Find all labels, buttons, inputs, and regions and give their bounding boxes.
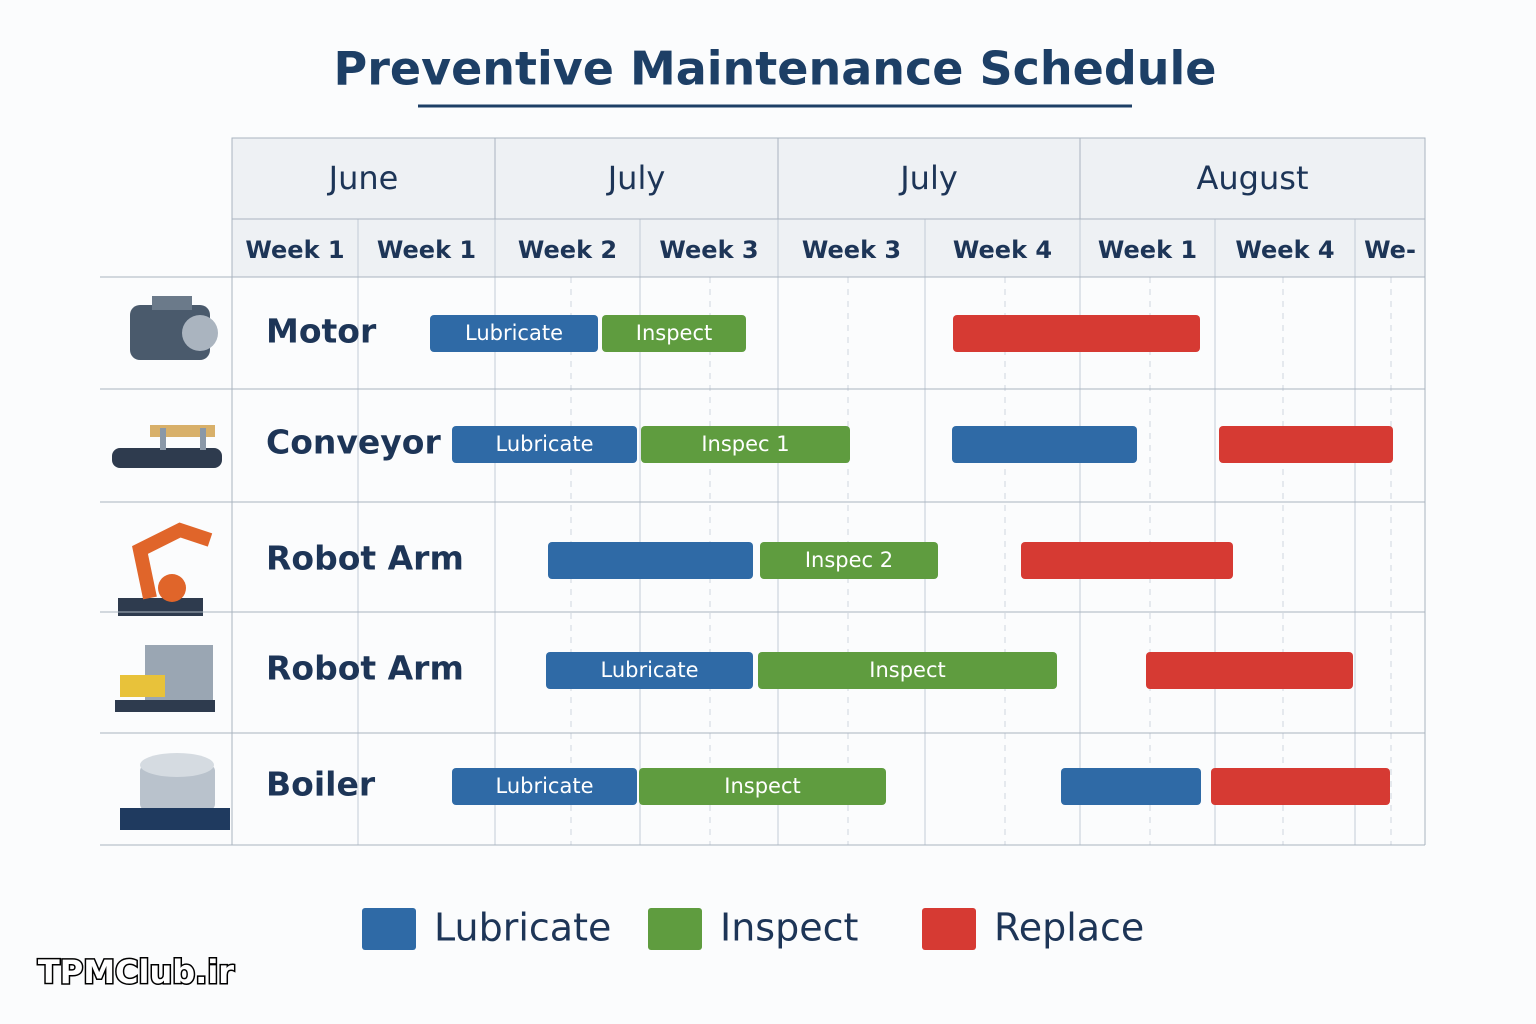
task-bar [452, 768, 637, 805]
bar-label: Inspect [636, 321, 712, 345]
month-label: July [606, 159, 666, 197]
week-label: Week 2 [518, 236, 617, 264]
header-bg [231, 137, 1426, 278]
week-label: Week 1 [1098, 236, 1197, 264]
week-label: Week 4 [953, 236, 1052, 264]
equipment-label: Robot Arm [266, 539, 464, 578]
bar-label: Lubricate [465, 321, 563, 345]
bar-label: Inspect [724, 774, 800, 798]
task-bar [1021, 542, 1233, 579]
task-bar [1061, 768, 1201, 805]
task-bar [641, 426, 850, 463]
task-bar [546, 652, 753, 689]
week-label: Week 3 [802, 236, 901, 264]
equipment-label: Conveyor [266, 423, 441, 462]
week-label: Week 3 [659, 236, 758, 264]
task-bar [602, 315, 746, 352]
task-bar [452, 426, 637, 463]
equipment-label: Boiler [266, 765, 376, 804]
task-bar [953, 315, 1200, 352]
legend-label: Inspect [720, 906, 858, 950]
bar-label: Inspect [869, 658, 945, 682]
week-label: We- [1364, 236, 1416, 264]
equipment-label: Motor [266, 312, 377, 351]
title: Preventive Maintenance Schedule [333, 42, 1216, 96]
motor-icon [130, 296, 218, 360]
month-label: June [327, 159, 399, 197]
legend-label: Replace [994, 906, 1144, 950]
bar-label: Lubricate [600, 658, 698, 682]
task-bar [952, 426, 1137, 463]
week-label: Week 4 [1235, 236, 1334, 264]
machine-icon [115, 645, 215, 712]
month-label: August [1197, 159, 1309, 197]
task-bar [1146, 652, 1353, 689]
task-bar [639, 768, 886, 805]
bar-label: Lubricate [495, 774, 593, 798]
legend-swatch [922, 908, 976, 950]
bar-label: Lubricate [495, 432, 593, 456]
watermark: TPMClub.ir [38, 953, 234, 991]
task-bar [758, 652, 1057, 689]
week-label: Week 1 [245, 236, 344, 264]
month-label: July [898, 159, 958, 197]
task-bar [548, 542, 753, 579]
boiler-icon [120, 753, 230, 830]
legend-swatch [362, 908, 416, 950]
legend-label: Lubricate [434, 906, 611, 950]
week-label: Week 1 [377, 236, 476, 264]
task-bar [760, 542, 938, 579]
bar-label: Inspec 1 [701, 432, 789, 456]
equipment-label: Robot Arm [266, 649, 464, 688]
task-bar [1211, 768, 1390, 805]
conveyor-icon [112, 425, 222, 468]
task-bar [430, 315, 598, 352]
task-bar [1219, 426, 1393, 463]
icons [112, 296, 230, 830]
legend-swatch [648, 908, 702, 950]
bar-label: Inspec 2 [805, 548, 893, 572]
